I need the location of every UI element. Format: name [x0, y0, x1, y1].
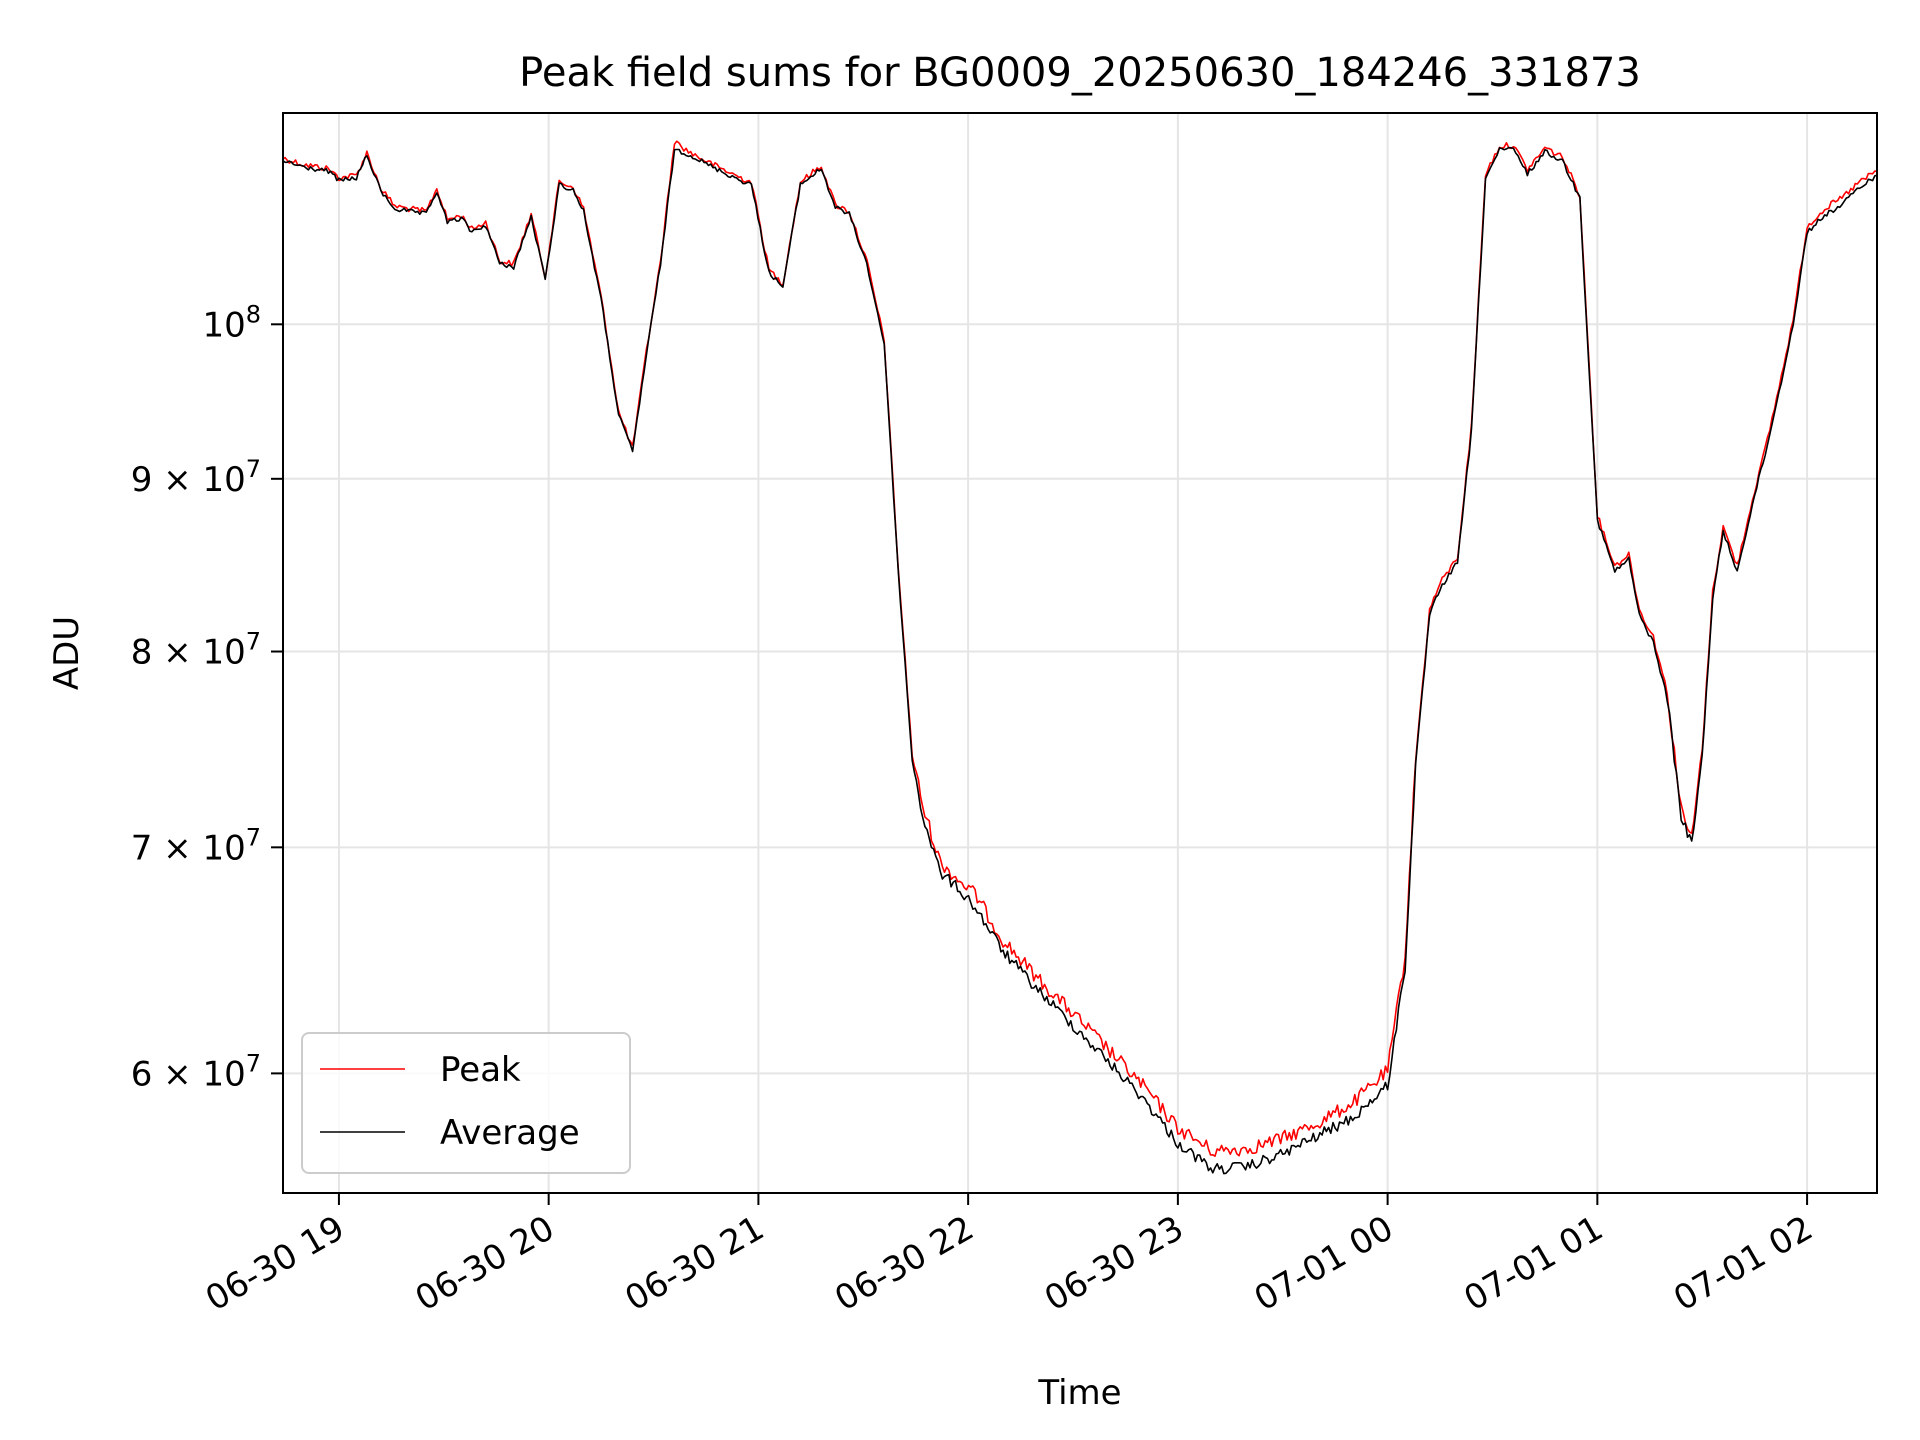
plot-frame — [282, 112, 1878, 1194]
y-tick-label: 6 × 107 — [131, 1049, 261, 1094]
grid — [283, 113, 1877, 1193]
series-layer — [283, 140, 1877, 1175]
series-line-average — [283, 146, 1877, 1175]
legend: Peak Average — [301, 1032, 631, 1174]
legend-label-average: Average — [440, 1113, 580, 1153]
x-axis-label: Time — [1037, 1373, 1121, 1413]
y-tick-label: 8 × 107 — [131, 628, 261, 673]
y-tick-label: 7 × 107 — [131, 823, 261, 868]
chart-title: Peak field sums for BG0009_20250630_1842… — [519, 50, 1641, 96]
y-tick-label: 108 — [202, 300, 261, 345]
y-axis: 108 9 × 107 8 × 107 7 × 107 6 × 107 — [131, 300, 283, 1094]
legend-box — [301, 1032, 631, 1174]
y-axis-label: ADU — [47, 616, 87, 690]
legend-label-peak: Peak — [440, 1050, 521, 1090]
y-tick-label: 9 × 107 — [131, 455, 261, 500]
